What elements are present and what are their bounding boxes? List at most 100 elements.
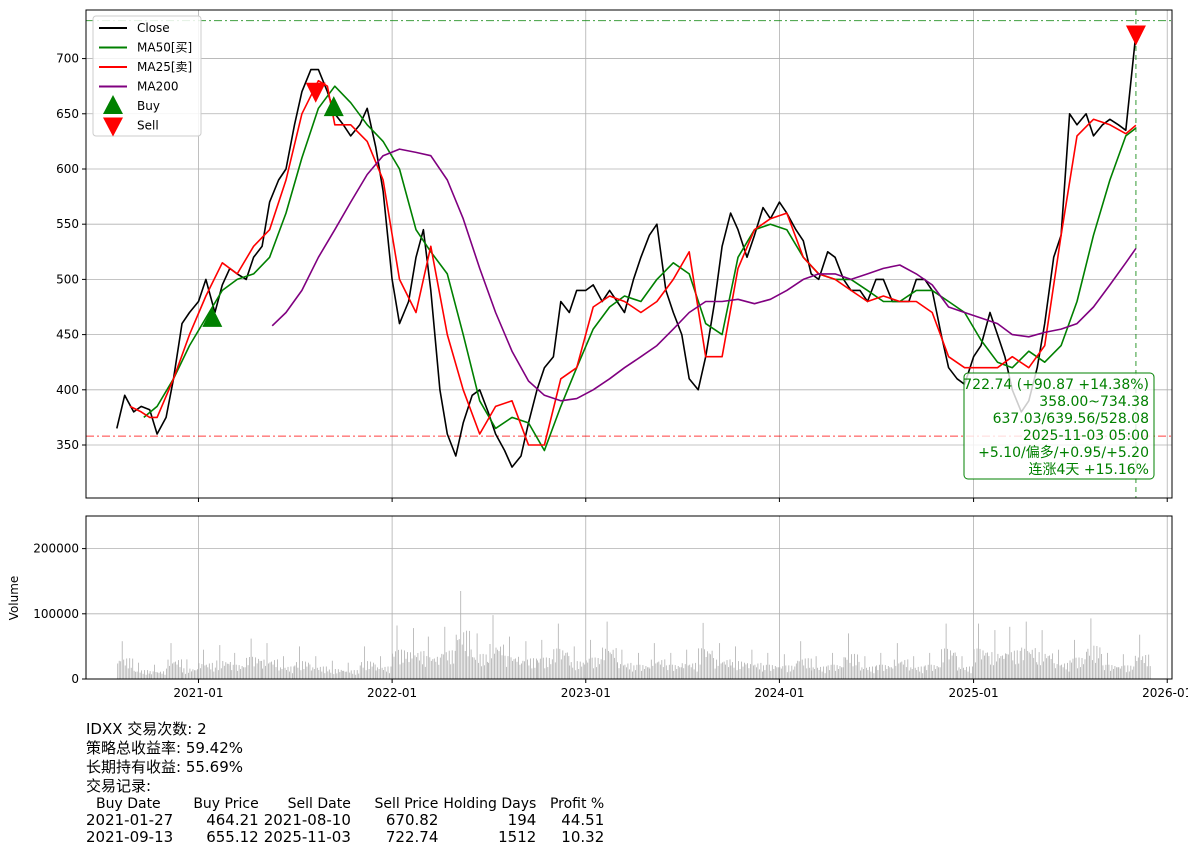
volume-bar (629, 669, 630, 679)
volume-bar (1104, 670, 1105, 679)
volume-y-ticks: 0 100000 200000 (33, 542, 86, 686)
volume-bar (789, 671, 791, 679)
volume-bar (170, 643, 172, 679)
volume-bar (916, 670, 918, 679)
volume-bar (296, 662, 297, 679)
volume-bar (225, 662, 227, 679)
volume-bar (1149, 666, 1151, 679)
volume-bar (1064, 663, 1066, 679)
volume-bar (316, 667, 318, 679)
volume-bar (346, 671, 348, 679)
volume-bar (898, 663, 900, 679)
volume-bar (982, 650, 984, 679)
volume-bar (1006, 653, 1008, 679)
volume-bar (948, 659, 950, 679)
cell-profit: 44.51 (561, 811, 605, 829)
series-line-ma25 (129, 79, 1137, 446)
volume-bar (807, 658, 809, 679)
volume-bar (905, 667, 907, 679)
volume-bar (841, 667, 842, 679)
volume-bar (665, 665, 667, 679)
volume-bar (1119, 668, 1121, 679)
volume-bar (895, 665, 897, 679)
volume-bar (408, 662, 410, 679)
volume-bar (284, 667, 286, 679)
volume-bar (423, 655, 425, 679)
volume-bar (692, 663, 694, 679)
volume-bar (149, 671, 151, 679)
volume-bar (201, 664, 203, 679)
volume-bar (148, 673, 150, 679)
volume-bar (893, 659, 895, 679)
volume-bar (136, 671, 138, 679)
volume-bar (881, 664, 883, 679)
volume-bar (405, 658, 407, 679)
volume-bar (216, 660, 218, 679)
volume-bar (950, 650, 952, 679)
volume-bar (609, 652, 611, 679)
volume-bar (591, 657, 593, 679)
volume-bar (330, 672, 332, 679)
volume-bar (313, 669, 315, 679)
volume-bar (953, 652, 955, 679)
volume-bar (424, 666, 426, 679)
volume-bar (945, 623, 947, 679)
col-sell-date: Sell Date (287, 796, 351, 812)
volume-bar (771, 665, 773, 679)
cell-profit: 10.32 (561, 828, 605, 846)
volume-bar (756, 667, 757, 679)
volume-bar (166, 668, 167, 679)
volume-bar (1018, 663, 1020, 679)
volume-bar (927, 664, 929, 679)
volume-bar (587, 662, 589, 679)
volume-bar (576, 661, 578, 679)
volume-bar (1044, 653, 1046, 679)
volume-bar (1089, 655, 1090, 679)
volume-bar (889, 667, 891, 679)
volume-bar (770, 670, 772, 679)
legend-frame (92, 15, 202, 137)
volume-bar (129, 658, 131, 679)
volume-bar (644, 669, 645, 679)
volume-bar (256, 663, 258, 679)
volume-bar (738, 661, 739, 679)
col-buy-date: Buy Date (96, 796, 161, 812)
volume-bar (652, 665, 654, 679)
volume-bar (699, 664, 701, 679)
volume-bar (842, 667, 844, 679)
volume-bar (633, 665, 635, 679)
volume-bar (600, 659, 602, 679)
legend-buy-swatch (103, 95, 123, 114)
volume-bar (374, 664, 376, 679)
volume-bar (923, 666, 925, 679)
volume-bar (759, 669, 760, 679)
volume-bar (792, 669, 794, 679)
volume-bar (944, 648, 946, 679)
price-y-tick-label: 650 (56, 107, 79, 121)
volume-bar (492, 615, 494, 679)
volume-bar (993, 665, 994, 679)
volume-bar (648, 667, 650, 679)
volume-bar (139, 672, 141, 679)
volume-bar (364, 646, 366, 679)
volume-bar (686, 649, 688, 679)
volume-bar (914, 667, 916, 679)
volume-bar (481, 666, 483, 679)
volume-bar (450, 664, 452, 679)
volume-bar (1148, 654, 1150, 679)
volume-bar (714, 668, 716, 679)
volume-bar (804, 658, 806, 679)
volume-bar (676, 669, 678, 679)
volume-bar (548, 658, 550, 679)
volume-bar (401, 649, 402, 679)
volume-bar (1087, 648, 1089, 679)
volume-bar (350, 670, 352, 679)
volume-bar (416, 657, 417, 679)
volume-bar (1053, 663, 1055, 679)
volume-bar (904, 660, 906, 679)
volume-bar (593, 668, 595, 679)
volume-bar (966, 666, 967, 679)
volume-bar (507, 656, 509, 679)
stock-chart: 350 400 450 500 550 600 650 700 722.74 (+90.87 … (7, 9, 1188, 700)
volume-bar (315, 656, 317, 679)
